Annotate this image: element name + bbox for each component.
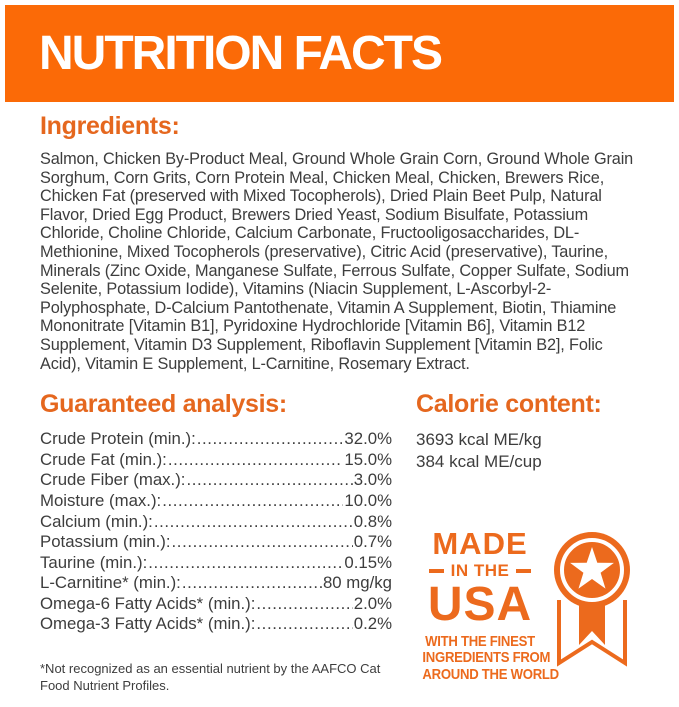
footnote: *Not recognized as an essential nutrient… <box>40 661 381 693</box>
analysis-label: Moisture (max.): <box>40 490 162 510</box>
dot-leader <box>162 491 343 512</box>
analysis-label: Crude Fat (min.): <box>40 449 167 469</box>
dot-leader <box>197 429 344 450</box>
dot-leader <box>168 450 344 471</box>
dot-leader <box>186 470 352 491</box>
badge-made-line: MADE <box>432 526 528 562</box>
guaranteed-analysis-section: Guaranteed analysis: Crude Protein (min.… <box>40 390 392 707</box>
dash-left <box>428 568 444 573</box>
tagline-line: INGREDIENTS FROM <box>422 650 551 667</box>
analysis-label: Omega-3 Fatty Acids* (min.): <box>40 614 256 634</box>
dot-leader <box>172 532 353 553</box>
dot-leader <box>256 614 352 635</box>
right-column: Calorie content: 3693 kcal ME/kg 384 kca… <box>392 390 646 707</box>
made-in-usa-text: MADE IN THE USA WITH THE FINEST INGREDIE… <box>416 526 559 683</box>
analysis-value: 80 mg/kg <box>322 573 392 593</box>
analysis-value: 0.2% <box>353 614 392 634</box>
dot-leader <box>182 573 322 594</box>
analysis-value: 2.0% <box>353 593 392 613</box>
analysis-value: 15.0% <box>344 449 392 469</box>
two-column-area: Guaranteed analysis: Crude Protein (min.… <box>40 390 646 707</box>
analysis-row: Crude Protein (min.): 32.0% <box>40 429 392 450</box>
badge-in-the-line: IN THE <box>416 562 544 579</box>
award-ribbon-icon <box>552 530 632 675</box>
analysis-row: Potassium (min.): 0.7% <box>40 532 392 553</box>
analysis-label: Calcium (min.): <box>40 511 153 531</box>
analysis-value: 0.8% <box>353 511 392 531</box>
guaranteed-analysis-table: Crude Protein (min.): 32.0% Crude Fat (m… <box>40 429 392 635</box>
analysis-label: L-Carnitine* (min.): <box>40 573 181 593</box>
tagline-line: AROUND THE WORLD <box>422 666 559 683</box>
analysis-row: L-Carnitine* (min.): 80 mg/kg <box>40 573 392 594</box>
page-title: NUTRITION FACTS <box>39 27 443 80</box>
analysis-row: Crude Fiber (max.): 3.0% <box>40 470 392 491</box>
analysis-row: Taurine (min.): 0.15% <box>40 553 392 574</box>
analysis-value: 0.7% <box>353 532 392 552</box>
analysis-row: Moisture (max.): 10.0% <box>40 491 392 512</box>
badge-in-the-label: IN THE <box>450 561 510 581</box>
ingredients-heading: Ingredients: <box>40 112 180 140</box>
analysis-label: Crude Fiber (max.): <box>40 470 186 490</box>
badge-tagline: WITH THE FINEST INGREDIENTS FROM AROUND … <box>422 633 559 683</box>
analysis-value: 10.0% <box>344 490 392 510</box>
badge-usa-line: USA <box>427 578 533 632</box>
header-bar: NUTRITION FACTS <box>5 5 674 102</box>
calorie-kg-value: 3693 kcal ME/kg <box>416 430 542 450</box>
analysis-value: 0.15% <box>344 552 392 572</box>
dot-leader <box>154 512 353 533</box>
analysis-label: Potassium (min.): <box>40 532 171 552</box>
made-in-usa-badge: MADE IN THE USA WITH THE FINEST INGREDIE… <box>416 528 646 683</box>
calorie-content-heading: Calorie content: <box>416 390 602 419</box>
analysis-row: Crude Fat (min.): 15.0% <box>40 450 392 471</box>
analysis-row: Omega-3 Fatty Acids* (min.): 0.2% <box>40 614 392 635</box>
label-content: Ingredients: Salmon, Chicken By-Product … <box>40 112 646 707</box>
analysis-value: 3.0% <box>353 470 392 490</box>
analysis-row: Calcium (min.): 0.8% <box>40 512 392 533</box>
analysis-row: Omega-6 Fatty Acids* (min.): 2.0% <box>40 594 392 615</box>
calorie-content-values: 3693 kcal ME/kg 384 kcal ME/cup <box>416 429 646 472</box>
guaranteed-analysis-heading: Guaranteed analysis: <box>40 390 287 419</box>
ingredients-text: Salmon, Chicken By-Product Meal, Ground … <box>40 150 634 373</box>
analysis-label: Omega-6 Fatty Acids* (min.): <box>40 593 256 613</box>
dot-leader <box>256 594 352 615</box>
analysis-label: Crude Protein (min.): <box>40 429 196 449</box>
analysis-label: Taurine (min.): <box>40 552 148 572</box>
tagline-line: WITH THE FINEST <box>425 633 535 650</box>
analysis-value: 32.0% <box>344 429 392 449</box>
ingredients-section: Ingredients: Salmon, Chicken By-Product … <box>40 112 646 373</box>
calorie-cup-value: 384 kcal ME/cup <box>416 451 542 471</box>
dash-right <box>516 568 532 573</box>
dot-leader <box>148 553 343 574</box>
